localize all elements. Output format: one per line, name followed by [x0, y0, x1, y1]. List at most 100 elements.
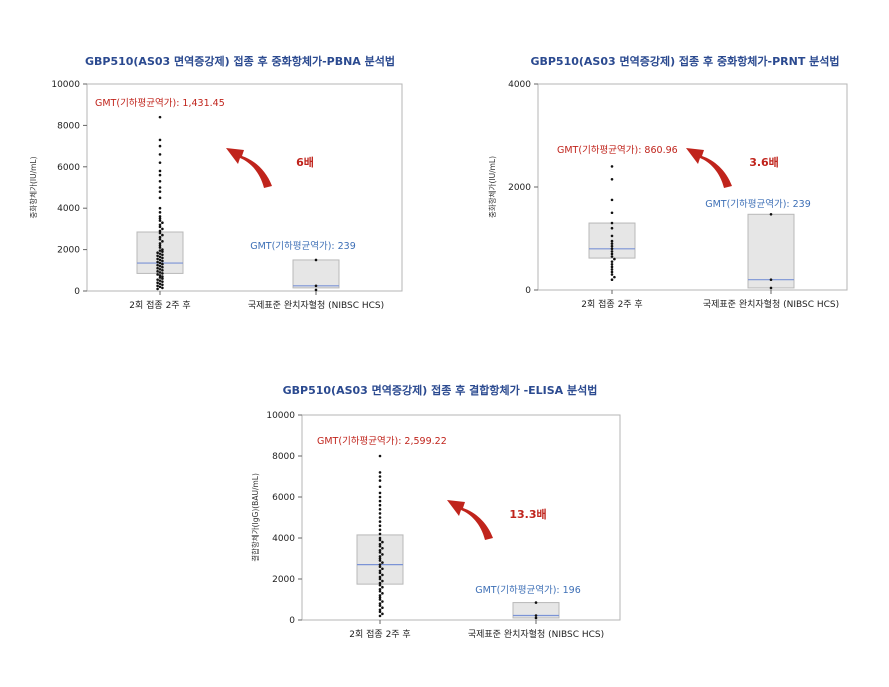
- data-point: [378, 524, 382, 527]
- chart-elisa-plot: 0 2000 4000 6000 8000 10000 결합항체가(IgG)(BAU/mL)…: [250, 411, 621, 640]
- data-point: [378, 604, 382, 607]
- data-point: [610, 270, 614, 274]
- data-point: [158, 271, 162, 274]
- data-point: [378, 508, 382, 511]
- data-point: [378, 516, 382, 519]
- data-point: [158, 246, 162, 249]
- data-point: [378, 471, 382, 474]
- data-point: [378, 544, 382, 548]
- data-point: [381, 561, 384, 564]
- data-point: [378, 542, 382, 546]
- gmt-reference-label: GMT(기하평균역가): 239: [705, 198, 811, 210]
- y-tick-label: 8000: [272, 452, 295, 462]
- data-point: [158, 276, 162, 279]
- data-point: [158, 215, 162, 218]
- data-point: [378, 549, 382, 552]
- data-point: [610, 226, 614, 230]
- data-point: [156, 273, 159, 276]
- gmt-reference-label: GMT(기하평균역가): 196: [475, 584, 581, 596]
- y-tick-label: 10000: [266, 411, 295, 421]
- data-point: [158, 206, 162, 210]
- x-tick-label: 2회 접종 2주 후: [129, 299, 190, 311]
- y-tick-label: 0: [74, 287, 80, 297]
- data-point: [381, 573, 384, 577]
- data-point: [610, 177, 614, 181]
- data-point: [378, 528, 382, 532]
- chart-prnt: GBP510(AS03 면역증강제) 접종 후 중화항체가-PRNT 분석법 0…: [450, 0, 889, 330]
- data-point: [156, 251, 159, 255]
- data-point: [161, 250, 164, 253]
- x-tick-label: 국제표준 완치자혈청 (NIBSC HCS): [248, 299, 384, 311]
- data-point: [156, 287, 159, 291]
- data-point: [156, 270, 159, 273]
- data-point: [161, 233, 164, 237]
- data-point: [378, 596, 382, 599]
- data-point: [161, 221, 164, 224]
- data-point: [161, 262, 164, 266]
- data-point: [610, 247, 614, 251]
- data-point: [534, 616, 538, 620]
- y-tick-label: 4000: [508, 80, 531, 90]
- data-point: [610, 268, 614, 271]
- data-point: [610, 262, 614, 266]
- fold-arrow-icon: [226, 148, 272, 188]
- y-tick-label: 10000: [51, 80, 80, 90]
- data-point: [610, 265, 614, 269]
- data-point: [158, 217, 162, 220]
- chart-title: GBP510(AS03 면역증강제) 접종 후 중화항체가-PRNT 분석법: [530, 55, 840, 68]
- data-point: [161, 259, 164, 263]
- data-point: [158, 115, 162, 119]
- data-point: [158, 223, 162, 227]
- data-point: [378, 610, 382, 614]
- y-tick-label: 0: [289, 616, 295, 626]
- data-point: [610, 211, 614, 215]
- chart-prnt-plot: 0 2000 4000 중화항체가(IU/mL) 2회 접종 2주 후 국제표준 완치자혈…: [487, 80, 848, 310]
- data-point: [158, 274, 162, 277]
- data-point: [378, 583, 382, 587]
- data-point: [378, 499, 382, 503]
- data-point: [378, 491, 382, 495]
- data-point: [158, 144, 162, 148]
- data-point: [378, 479, 382, 482]
- data-point: [158, 264, 162, 268]
- data-point: [158, 258, 162, 262]
- data-point: [381, 546, 384, 550]
- data-point: [534, 614, 538, 617]
- data-point: [610, 239, 614, 243]
- data-point: [156, 260, 159, 264]
- chart-pbna: GBP510(AS03 면역증강제) 접종 후 중화항체가-PBNA 분석법 0…: [0, 0, 450, 330]
- data-point: [378, 555, 382, 558]
- fold-arrow-icon: [447, 500, 493, 540]
- data-point: [378, 569, 382, 573]
- data-point: [610, 252, 614, 256]
- data-point: [161, 283, 164, 287]
- data-point: [610, 242, 614, 245]
- plot-frame: [537, 83, 848, 291]
- data-point: [610, 244, 614, 248]
- data-point: [158, 138, 162, 142]
- y-tick-label: 2000: [508, 183, 531, 193]
- data-point: [378, 536, 382, 540]
- gmt-vaccine-label: GMT(기하평균역가): 2,599.22: [317, 435, 447, 447]
- data-point: [158, 252, 162, 256]
- y-axis-label: 중화항체가(IU/mL): [487, 156, 497, 218]
- data-point: [378, 571, 382, 575]
- data-point: [769, 212, 773, 216]
- data-point: [381, 585, 384, 589]
- y-axis-label: 결합항체가(IgG)(BAU/mL): [250, 473, 260, 562]
- data-point: [378, 563, 382, 566]
- data-point: [378, 454, 382, 458]
- y-axis-label: 중화항체가(IU/mL): [28, 156, 38, 218]
- data-point: [378, 575, 382, 579]
- data-point: [610, 255, 614, 258]
- fold-label: 6배: [296, 155, 314, 169]
- data-point: [161, 286, 164, 290]
- data-point: [378, 495, 382, 499]
- data-point: [378, 532, 382, 536]
- data-point: [158, 225, 162, 229]
- data-point: [158, 179, 162, 183]
- data-point: [156, 278, 159, 281]
- y-tick-label: 2000: [272, 575, 295, 585]
- data-point: [378, 577, 382, 581]
- x-tick-label: 국제표준 완치자혈청 (NIBSC HCS): [468, 628, 604, 640]
